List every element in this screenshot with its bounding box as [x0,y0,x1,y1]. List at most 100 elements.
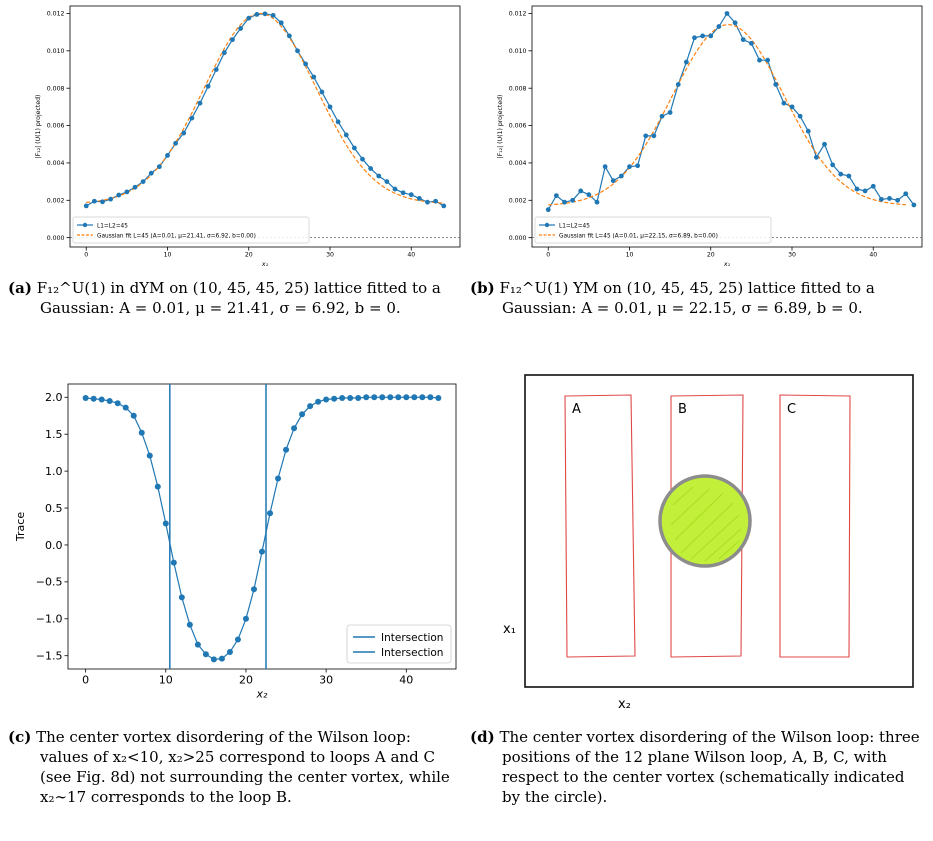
legend-marker [544,222,550,228]
legend-label-data: L1=L2=45 [559,224,590,230]
axis-x-label: x₂ [618,697,631,712]
data-point [870,183,876,189]
data-point [765,57,771,63]
data-point [238,26,244,31]
data-point [108,196,114,202]
caption-d-text: The center vortex disordering of the Wil… [499,728,920,806]
data-point [408,192,414,198]
caption-c: (c) The center vortex disordering of the… [8,727,463,807]
data-point [441,203,447,209]
legend-marker [82,222,88,228]
x-tick-label: 20 [245,252,253,259]
x-axis-label: x₁ [723,261,731,268]
y-tick-label: 0.008 [47,85,65,92]
figure-b-plot: 0 10 20 30 40 0.000 0.002 0.004 0.006 0.008 0.010 0… [490,0,930,268]
x-tick-label: 40 [399,674,413,687]
y-tick-label: 0.006 [47,123,65,130]
y-tick-label: −0.5 [36,576,63,589]
legend-box [346,624,452,664]
data-point [379,394,386,401]
loop-b-label: B [678,402,687,417]
caption-b: (b) F₁₂^U(1) YM on (10, 45, 45, 25) latt… [470,278,925,318]
schematic-svg: A B C x₁ x₂ [503,374,914,712]
data-point [202,651,209,658]
data-point [643,133,649,139]
x-axis-label: x₁ [261,261,269,268]
fit-curve [86,12,444,204]
x-tick-label: 40 [869,252,877,259]
data-point [692,35,697,41]
legend-box [72,216,310,244]
data-point [911,202,917,208]
y-tick-label: 0.006 [509,123,527,130]
data-point [335,119,341,125]
data-point [295,48,300,54]
loop-c [779,394,851,658]
y-tick-label: 0.5 [45,502,63,515]
y-tick-label: 1.0 [45,465,63,478]
data-point [246,15,252,21]
data-point [878,196,884,202]
y-tick-label: 0.012 [509,11,527,18]
data-point [716,24,722,29]
caption-d: (d) The center vortex disordering of the… [470,727,925,807]
x-tick-label: 30 [788,252,796,259]
plot-frame [69,5,461,248]
data-point [205,83,211,89]
data-point [862,188,868,194]
data-line [85,13,445,207]
data-point [194,641,201,648]
data-point [594,199,600,205]
data-point [395,394,402,401]
y-axis-label: Trace [14,512,27,542]
chart-a: 0 10 20 30 40 0.000 0.002 0.004 0.006 0.008 0.010 0… [35,5,461,268]
data-point [156,164,162,170]
data-point [178,594,185,601]
data-point [319,89,325,95]
data-point [210,656,217,663]
caption-a: (a) F₁₂^U(1) in dYM on (10, 45, 45, 25) … [8,278,463,318]
data-point [846,173,852,179]
y-tick-label: 0.0 [45,539,63,552]
y-axis-label: |F₁₂| (U(1) projected) [35,95,42,159]
x-tick-label: 20 [239,674,253,687]
data-point [347,395,354,402]
data-point [586,192,592,198]
data-point [323,396,330,403]
data-point [708,33,714,39]
y-tick-label: 0.002 [47,197,65,204]
data-point [165,153,170,158]
data-point [311,74,317,80]
legend-label-fit: Gaussian fit L=45 (A=0.01, μ=22.15, σ=6.… [559,234,718,240]
legend-label-fit: Gaussian fit L=45 (A=0.01, μ=21.41, σ=6.… [97,234,256,240]
data-point [789,104,795,110]
data-point [146,452,153,459]
caption-a-label: (a) [8,279,32,297]
y-tick-label: 1.5 [45,428,63,441]
data-point [675,82,681,87]
x-tick-label: 40 [407,252,415,259]
caption-b-label: (b) [470,279,495,297]
data-point [91,198,97,204]
data-point [351,145,357,151]
x-axis-label: x₂ [256,688,269,701]
data-point [427,394,434,401]
y-tick-label: 0.002 [509,197,527,204]
data-point [724,11,730,16]
data-point [757,57,762,63]
data-point [218,655,225,662]
data-point [116,192,122,198]
data-point [181,130,187,136]
data-point [140,179,146,185]
data-point [360,156,365,162]
y-tick-label: 0.000 [509,235,527,242]
data-point [387,394,394,401]
data-point [286,33,292,39]
data-point [106,397,113,404]
x-tick-label: 10 [159,674,173,687]
data-point [100,199,105,205]
data-point [578,188,584,194]
data-point [392,186,398,192]
data-point [291,425,298,432]
data-point [148,170,154,176]
